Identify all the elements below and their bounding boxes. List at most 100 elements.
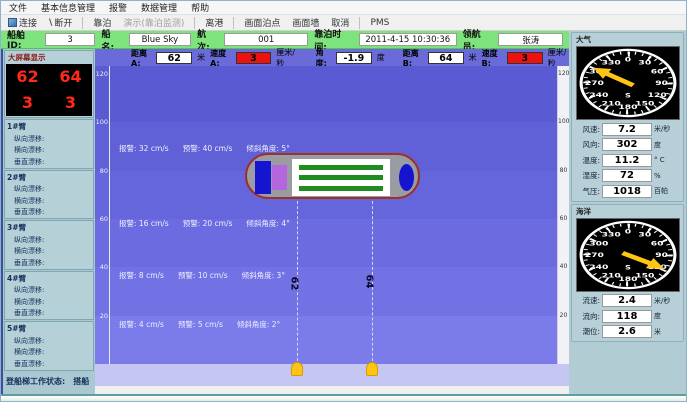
bollard-a-icon bbox=[291, 362, 303, 376]
svg-text:90: 90 bbox=[655, 251, 668, 258]
distance-b-value: 64 bbox=[428, 51, 464, 64]
tide-level-value[interactable]: 2.6 bbox=[602, 325, 652, 338]
menu-data[interactable]: 数据管理 bbox=[141, 4, 178, 14]
svg-text:180: 180 bbox=[618, 275, 638, 282]
quay-strip bbox=[95, 364, 569, 386]
alarm-zone-3: 报警: 8 cm/s 预警: 10 cm/s 倾斜角度: 3° bbox=[119, 270, 285, 281]
atmosphere-panel: 大气 0 30 60 90 120 150 180 bbox=[571, 32, 684, 202]
arm-2-name: 2#臂 bbox=[7, 172, 27, 182]
svg-text:180: 180 bbox=[618, 103, 638, 110]
ladder-status: 登船梯工作状态: 搭船 bbox=[4, 373, 94, 390]
zone-1-warning: 预警: 40 cm/s bbox=[182, 144, 233, 153]
voyage-field[interactable]: 001 bbox=[224, 33, 309, 46]
temperature-value[interactable]: 11.2 bbox=[602, 153, 652, 167]
arm-4-lateral-drift: 横向漂移: bbox=[14, 297, 45, 306]
ship-deck bbox=[292, 159, 390, 196]
arm-4-name: 4#臂 bbox=[7, 273, 27, 283]
zone-2-tilt: 倾斜角度: 4° bbox=[246, 219, 290, 228]
ship-name-field[interactable]: Blue Sky bbox=[128, 33, 192, 46]
wind-direction-row: 风向: 302 度 bbox=[574, 138, 681, 151]
berth-button[interactable]: 靠泊 bbox=[93, 19, 112, 29]
pilot-field[interactable]: 张涛 bbox=[498, 33, 563, 46]
menu-bar: 文件 基本信息管理 报警 数据管理 帮助 bbox=[1, 1, 686, 15]
wind-speed-value[interactable]: 7.2 bbox=[602, 122, 652, 136]
svg-text:270: 270 bbox=[584, 79, 604, 86]
depart-button[interactable]: 离港 bbox=[205, 19, 224, 29]
wind-direction-value[interactable]: 302 bbox=[602, 138, 652, 151]
angle-value: -1.9 bbox=[336, 51, 372, 64]
alarm-zone-2: 报警: 16 cm/s 预警: 20 cm/s 倾斜角度: 4° bbox=[119, 218, 290, 229]
menu-alarm[interactable]: 报警 bbox=[109, 4, 128, 14]
environment-panel: 大气 0 30 60 90 120 150 180 bbox=[569, 31, 686, 394]
berth-time-field[interactable]: 2011-4-15 10:30:36 bbox=[358, 33, 457, 46]
toolbar-separator bbox=[194, 16, 196, 29]
connect-button[interactable]: 连接 bbox=[6, 15, 39, 30]
svg-text:60: 60 bbox=[650, 68, 663, 75]
current-speed-row: 流速: 2.4 米/秒 bbox=[574, 294, 681, 307]
svg-text:270: 270 bbox=[584, 251, 604, 258]
toolbar-separator bbox=[82, 16, 84, 29]
zone-4-warning: 预警: 5 cm/s bbox=[177, 320, 223, 329]
axis-tick-80: 80 bbox=[99, 167, 108, 175]
plot-band bbox=[95, 219, 569, 267]
temperature-row: 温度: 11.2 ° C bbox=[574, 153, 681, 167]
speed-a-value: 3 bbox=[235, 51, 272, 64]
arm-group-1: 1#臂 纵向漂移: 横向漂移: 垂直漂移: bbox=[4, 119, 94, 169]
svg-text:S: S bbox=[625, 92, 631, 99]
pilot-label: 领航员: bbox=[462, 29, 481, 53]
speed-b-unit: 厘米/秒 bbox=[547, 47, 567, 68]
ship-info-bar: 船舶ID: 3 船名: Blue Sky 航次: 001 靠泊时间: 2011-… bbox=[1, 30, 569, 53]
current-direction-value[interactable]: 118 bbox=[602, 309, 652, 323]
menu-help[interactable]: 帮助 bbox=[191, 4, 210, 14]
right-axis-tick-20: 20 bbox=[559, 312, 568, 319]
wind-speed-unit: 米/秒 bbox=[654, 125, 671, 133]
arm-5-lateral-drift: 横向漂移: bbox=[14, 348, 45, 356]
svg-text:120: 120 bbox=[647, 91, 667, 98]
arm-4-vertical-drift: 垂直漂移: bbox=[14, 309, 45, 317]
distance-line-a-label: 62 bbox=[288, 276, 300, 291]
arm-2-vertical-drift: 垂直漂移: bbox=[14, 208, 45, 216]
current-direction-unit: 度 bbox=[654, 312, 661, 320]
menu-file[interactable]: 文件 bbox=[9, 4, 28, 14]
disconnect-button[interactable]: \ 断开 bbox=[47, 15, 74, 30]
current-speed-value[interactable]: 2.4 bbox=[602, 294, 652, 307]
screen-berth-point-button[interactable]: 画面泊点 bbox=[244, 19, 281, 29]
arm-3-longitudinal-drift: 纵向漂移: bbox=[14, 235, 45, 244]
speed-a-label: 速度A: bbox=[210, 48, 227, 68]
svg-text:150: 150 bbox=[635, 272, 655, 279]
alarm-zone-1: 报警: 32 cm/s 预警: 40 cm/s 倾斜角度: 5° bbox=[119, 143, 290, 154]
right-axis-tick-100: 100 bbox=[558, 118, 569, 125]
deck-hatch bbox=[299, 164, 383, 170]
connect-icon bbox=[8, 18, 17, 27]
distance-a-label: 距离A: bbox=[131, 48, 147, 68]
pressure-value[interactable]: 1018 bbox=[602, 184, 652, 198]
arm-5-vertical-drift: 垂直漂移: bbox=[14, 359, 45, 368]
deck-hatch bbox=[299, 175, 383, 180]
angle-label: 角度: bbox=[315, 47, 327, 68]
demo-button[interactable]: 演示(靠泊监测) bbox=[123, 19, 185, 29]
arm-4-longitudinal-drift: 纵向漂移: bbox=[14, 286, 45, 294]
right-axis-strip bbox=[557, 66, 569, 364]
arm-group-4: 4#臂 纵向漂移: 横向漂移: 垂直漂移: bbox=[4, 270, 94, 320]
arm-3-lateral-drift: 横向漂移: bbox=[14, 247, 45, 255]
ship-id-field[interactable]: 3 bbox=[44, 33, 96, 46]
right-axis-tick-80: 80 bbox=[559, 167, 568, 174]
humidity-value[interactable]: 72 bbox=[602, 169, 652, 182]
menu-basic-info[interactable]: 基本信息管理 bbox=[41, 4, 96, 14]
disconnect-label: 断开 bbox=[54, 19, 73, 29]
pms-button[interactable]: PMS bbox=[370, 17, 390, 28]
pressure-row: 气压: 1018 百帕 bbox=[574, 184, 681, 198]
right-axis-tick-40: 40 bbox=[559, 263, 568, 270]
ladder-status-value: 搭船 bbox=[73, 376, 90, 386]
distance-b-label: 距离B: bbox=[402, 48, 419, 68]
current-arrow-icon bbox=[620, 250, 664, 269]
sidebar-filler bbox=[4, 390, 94, 393]
right-axis-tick-60: 60 bbox=[559, 215, 568, 222]
screen-wall-button[interactable]: 画面墙 bbox=[292, 19, 320, 29]
cancel-button[interactable]: 取消 bbox=[331, 19, 350, 29]
ocean-title: 海洋 bbox=[576, 206, 591, 216]
humidity-label: 湿度: bbox=[582, 171, 600, 180]
speed-b-label: 速度B: bbox=[481, 48, 498, 68]
svg-text:60: 60 bbox=[650, 239, 663, 246]
right-axis-tick-120: 120 bbox=[558, 70, 569, 77]
